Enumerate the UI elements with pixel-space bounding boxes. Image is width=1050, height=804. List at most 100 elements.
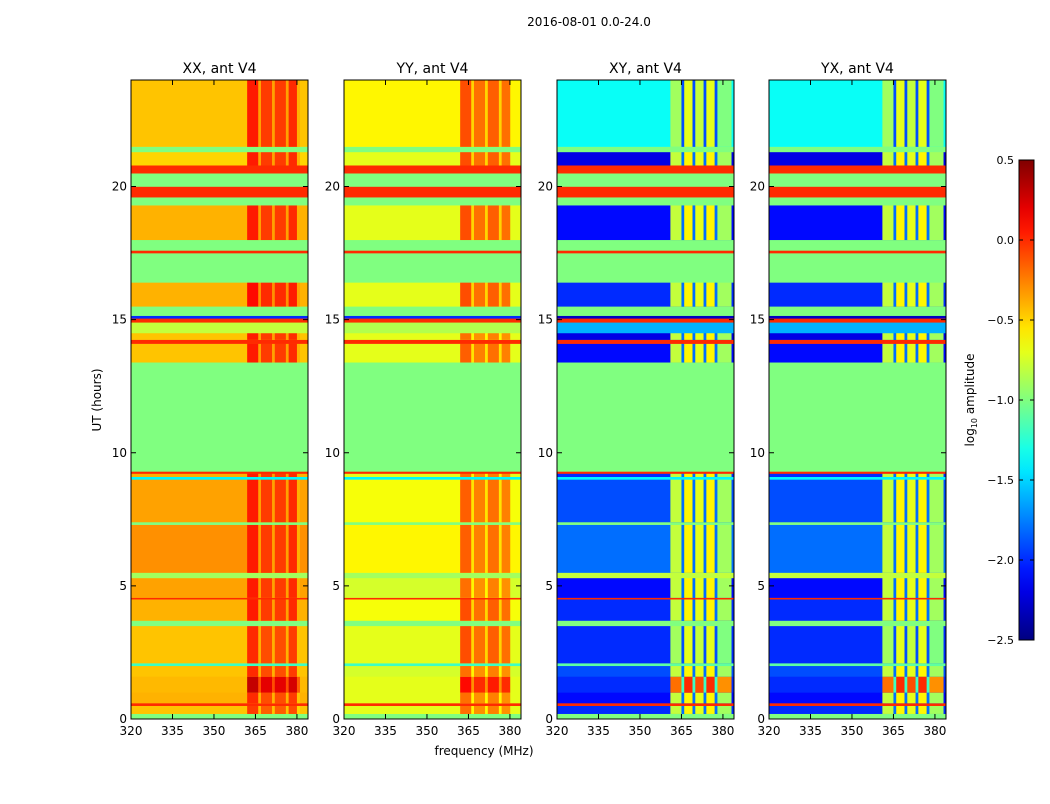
heatmap-cell — [896, 625, 905, 664]
heatmap-cell — [717, 577, 732, 598]
heatmap-cell — [296, 577, 301, 598]
heatmap-cell — [288, 676, 298, 693]
y-tick-label: 15 — [750, 313, 765, 327]
heatmap-row — [769, 471, 946, 474]
heatmap-cell — [288, 577, 298, 598]
heatmap-row — [344, 362, 521, 472]
heatmap-cell — [485, 692, 489, 704]
heatmap-cell — [703, 343, 707, 363]
heatmap-cell — [258, 282, 262, 307]
heatmap-cell — [473, 705, 486, 714]
panel-xx: XX, ant V4 320 335 350 365 380 0 5 10 15 20 — [112, 61, 309, 738]
heatmap-cell — [692, 80, 696, 147]
heatmap-cell — [929, 577, 944, 598]
heatmap-cell — [670, 665, 682, 677]
heatmap-row — [131, 362, 308, 472]
heatmap-row — [557, 471, 734, 474]
heatmap-row — [344, 705, 521, 714]
heatmap-cell — [684, 151, 693, 166]
y-tick-label: 10 — [750, 446, 765, 460]
heatmap-cell — [460, 205, 472, 241]
heatmap-cell — [260, 577, 273, 598]
heatmap-row — [769, 250, 946, 254]
heatmap-cell — [929, 332, 944, 340]
heatmap-cell — [684, 705, 693, 714]
heatmap-cell — [258, 625, 262, 664]
heatmap-cell — [670, 332, 682, 340]
colorbar-tick-label: −0.5 — [987, 314, 1014, 327]
panel-title: XY, ant V4 — [609, 61, 682, 77]
heatmap-cell — [918, 343, 927, 363]
heatmap-cell — [893, 332, 897, 340]
heatmap-cell — [717, 479, 732, 523]
heatmap-cell — [907, 473, 916, 478]
heatmap-cell — [915, 332, 919, 340]
heatmap-row — [769, 306, 946, 316]
x-tick-label: 350 — [203, 724, 226, 738]
heatmap-cell — [926, 676, 930, 693]
heatmap-cell — [296, 332, 301, 340]
heatmap-cell — [706, 151, 715, 166]
heatmap-cell — [247, 282, 259, 307]
heatmap-cell — [471, 692, 475, 704]
heatmap-cell — [896, 577, 905, 598]
heatmap-cell — [926, 205, 930, 241]
heatmap-cell — [288, 625, 298, 664]
heatmap-row — [769, 713, 946, 720]
heatmap-cell — [288, 205, 298, 241]
heatmap-cell — [272, 332, 276, 340]
heatmap-row — [769, 339, 946, 344]
heatmap-cell — [926, 473, 930, 478]
heatmap-cell — [258, 80, 262, 147]
heatmap-cell — [706, 625, 715, 664]
colorbar-label: log10 amplitude — [963, 354, 979, 447]
heatmap-cell — [288, 80, 298, 147]
heatmap-cell — [471, 479, 475, 523]
heatmap-cell — [285, 473, 289, 478]
heatmap-row — [769, 146, 946, 153]
heatmap-row — [557, 322, 734, 334]
heatmap-cell — [907, 524, 916, 573]
heatmap-cell — [684, 625, 693, 664]
heatmap-cell — [487, 332, 500, 340]
x-tick-label: 320 — [758, 724, 781, 738]
x-tick-label: 365 — [244, 724, 267, 738]
heatmap-cell — [681, 473, 685, 478]
heatmap-cell — [485, 332, 489, 340]
heatmap-cell — [285, 282, 289, 307]
x-tick-label: 350 — [629, 724, 652, 738]
heatmap-cell — [501, 343, 511, 363]
heatmap-row — [769, 253, 946, 283]
heatmap-cell — [498, 479, 502, 523]
heatmap-row — [557, 250, 734, 254]
heatmap-cell — [670, 282, 682, 307]
heatmap-cell — [882, 343, 894, 363]
heatmap-cell — [670, 473, 682, 478]
colorbar-tick-label: −1.0 — [987, 394, 1014, 407]
heatmap-cell — [929, 282, 944, 307]
heatmap-cell — [904, 473, 908, 478]
heatmap-cell — [714, 473, 718, 478]
heatmap-cell — [501, 676, 511, 693]
heatmap-cell — [684, 524, 693, 573]
heatmap-row — [344, 471, 521, 474]
heatmap-row — [557, 597, 734, 600]
heatmap-cell — [904, 282, 908, 307]
heatmap-cell — [684, 282, 693, 307]
heatmap-cell — [485, 282, 489, 307]
heatmap-cell — [272, 80, 276, 147]
heatmap-cell — [288, 705, 298, 714]
heatmap-cell — [717, 332, 732, 340]
heatmap-row — [344, 476, 521, 480]
heatmap-cell — [907, 676, 916, 693]
x-axis-label: frequency (MHz) — [434, 744, 533, 758]
heatmap-row — [344, 318, 521, 323]
heatmap-cell — [485, 577, 489, 598]
heatmap-cell — [929, 665, 944, 677]
heatmap-cell — [703, 676, 707, 693]
heatmap-cell — [703, 479, 707, 523]
heatmap-cell — [485, 479, 489, 523]
heatmap-cell — [487, 692, 500, 704]
heatmap-cell — [893, 524, 897, 573]
heatmap-cell — [274, 332, 287, 340]
